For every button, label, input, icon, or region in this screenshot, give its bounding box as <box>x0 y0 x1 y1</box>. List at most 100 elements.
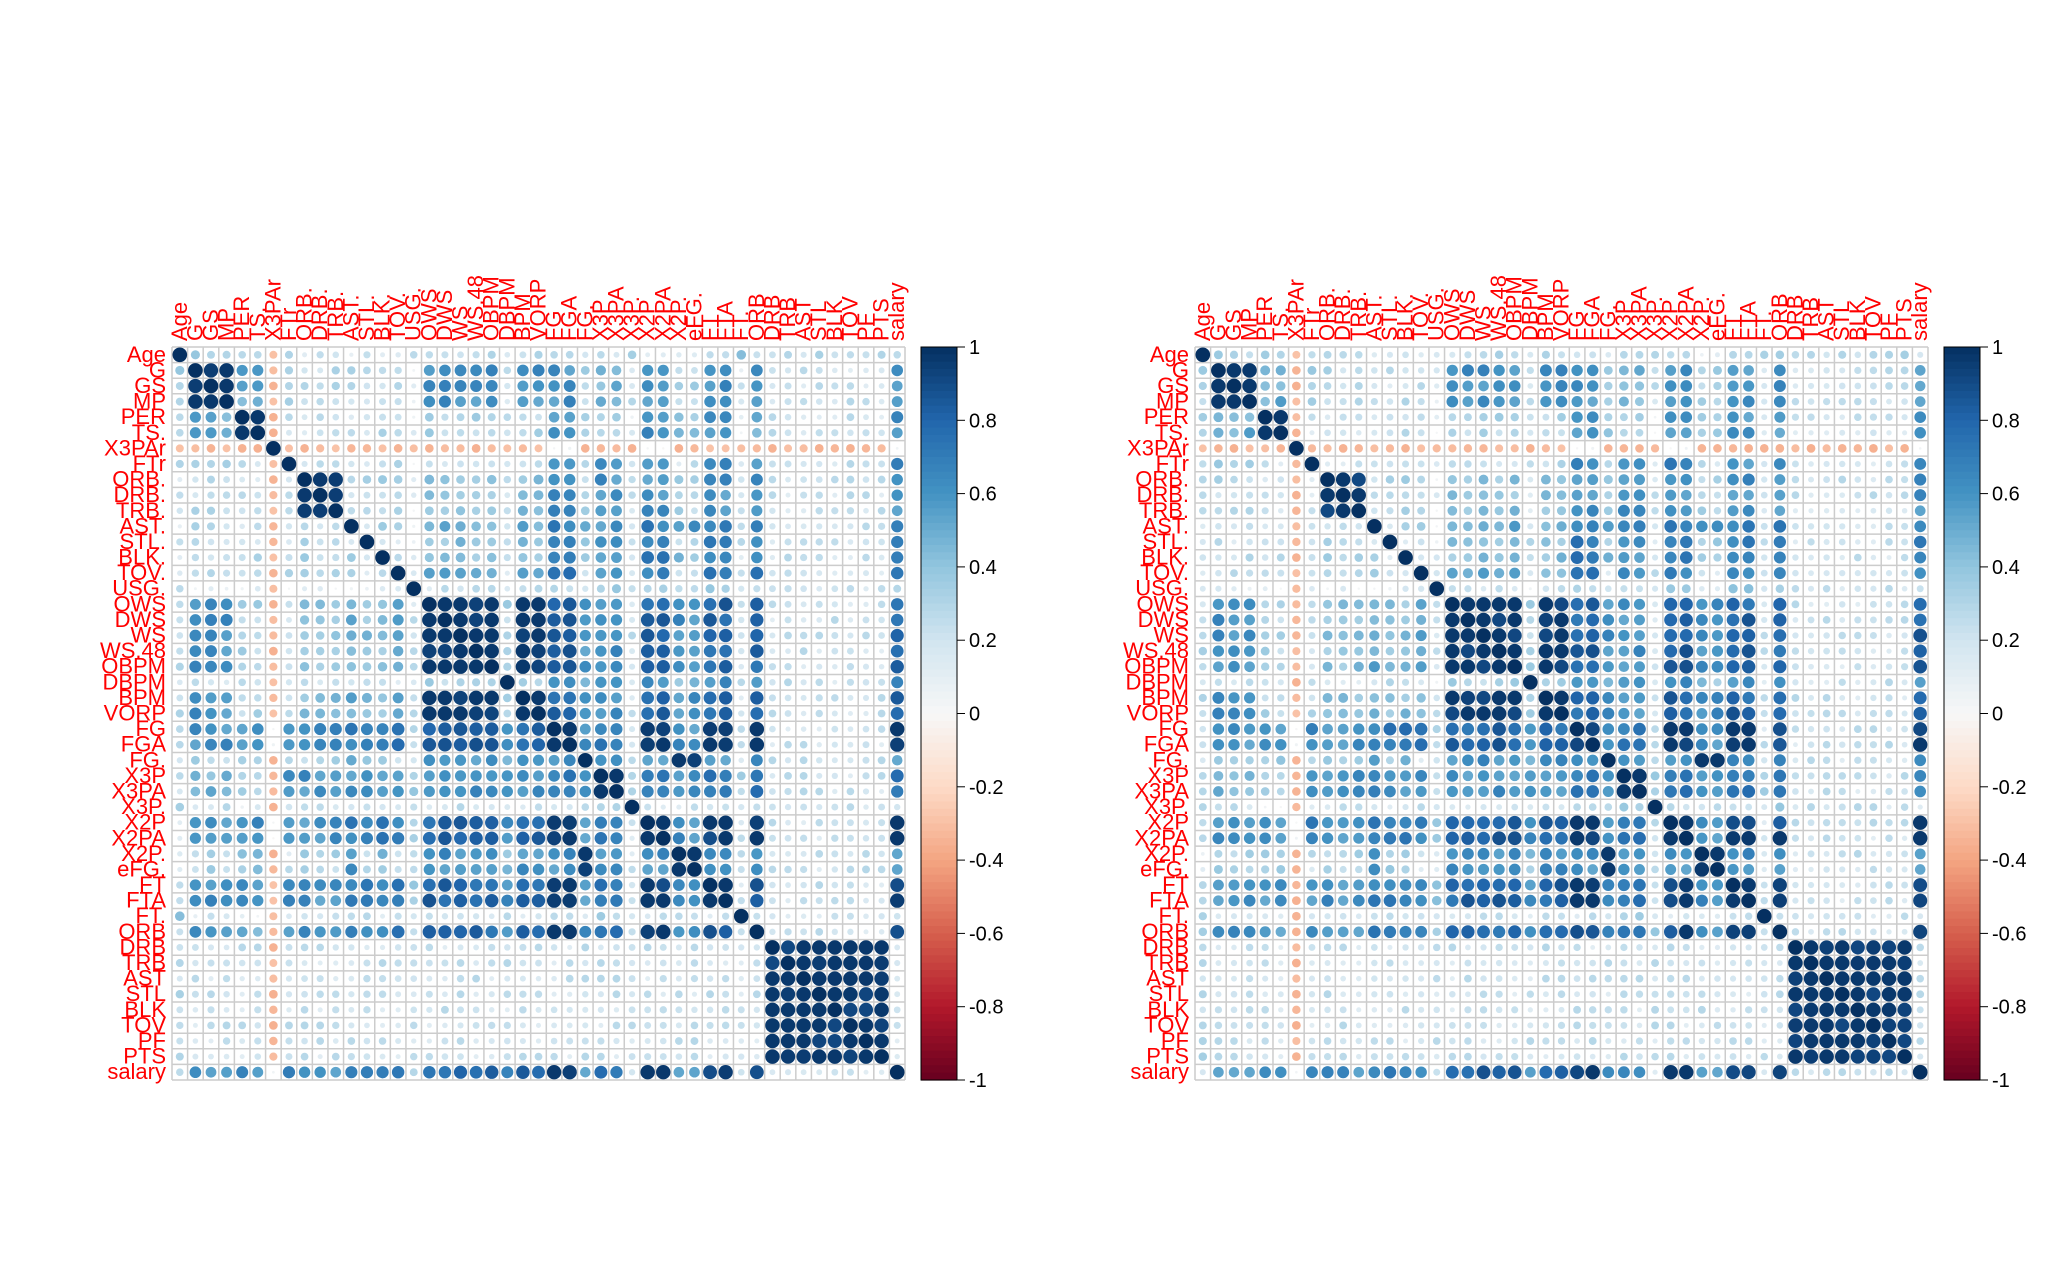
correlation-cell <box>441 584 449 593</box>
correlation-cell <box>223 959 231 967</box>
correlation-cell <box>831 881 839 889</box>
correlation-cell <box>1839 429 1846 436</box>
correlation-cell <box>269 849 278 859</box>
correlation-cell <box>565 350 574 359</box>
correlation-cell <box>1384 599 1395 610</box>
correlation-cell <box>1276 444 1286 453</box>
correlation-cell <box>175 959 184 968</box>
correlation-cell <box>1601 846 1616 862</box>
correlation-cell <box>1445 1065 1459 1079</box>
correlation-cell <box>1664 566 1677 580</box>
correlation-cell <box>612 412 621 422</box>
correlation-cell <box>1885 866 1893 873</box>
correlation-cell <box>595 754 607 766</box>
correlation-cell <box>1839 523 1846 530</box>
correlation-cell <box>422 925 437 939</box>
correlation-cell <box>1417 460 1425 468</box>
correlation-cell <box>391 722 405 736</box>
colorbar-band <box>1944 698 1980 707</box>
correlation-cell <box>800 913 807 919</box>
correlation-cell <box>501 894 514 907</box>
correlation-cell <box>1569 831 1585 846</box>
correlation-cell <box>1371 476 1378 483</box>
correlation-cell <box>176 632 184 639</box>
correlation-cell <box>473 1038 479 1044</box>
correlation-cell <box>1651 865 1659 874</box>
correlation-cell <box>676 804 682 810</box>
correlation-cell <box>1914 411 1927 424</box>
column-label: FT. <box>728 310 753 341</box>
correlation-cell <box>566 912 574 920</box>
correlation-cell <box>1354 381 1363 390</box>
correlation-cell <box>1885 382 1893 390</box>
correlation-cell <box>1262 1053 1269 1060</box>
correlation-cell <box>1324 960 1331 967</box>
correlation-cell <box>363 850 371 858</box>
correlation-cell <box>1308 1037 1316 1045</box>
correlation-cell <box>395 679 401 685</box>
correlation-cell <box>550 912 558 921</box>
correlation-cell <box>287 587 291 590</box>
correlation-cell <box>1211 394 1226 409</box>
correlation-cell <box>1620 990 1628 999</box>
correlation-cell <box>580 645 591 657</box>
correlation-cell <box>205 738 217 751</box>
correlation-cell <box>1555 395 1568 408</box>
correlation-cell <box>348 538 355 545</box>
correlation-cell <box>1835 1018 1850 1033</box>
correlation-cell <box>1901 460 1909 468</box>
correlation-cell <box>643 990 652 998</box>
colorbar-band <box>921 838 957 847</box>
correlation-cell <box>457 351 464 359</box>
correlation-cell <box>1855 508 1861 514</box>
correlation-cell <box>546 721 562 737</box>
correlation-cell <box>1633 894 1646 908</box>
correlation-cell <box>722 944 730 951</box>
correlation-cell <box>1462 754 1474 767</box>
correlation-cell <box>1604 381 1613 391</box>
correlation-cell <box>330 770 342 782</box>
correlation-cell <box>1433 1022 1440 1029</box>
correlation-cell <box>563 380 576 392</box>
correlation-cell <box>1866 1002 1881 1018</box>
correlation-cell <box>1850 1049 1865 1064</box>
correlation-cell <box>656 629 670 643</box>
correlation-cell <box>562 721 577 737</box>
correlation-cell <box>721 444 730 453</box>
correlation-cell <box>455 396 466 408</box>
correlation-cell <box>1570 924 1584 939</box>
correlation-cell <box>188 394 203 409</box>
correlation-cell <box>285 694 293 702</box>
correlation-cell <box>1307 381 1316 391</box>
correlation-cell <box>285 616 292 623</box>
correlation-cell <box>1353 723 1365 735</box>
colorbar-band <box>1944 823 1980 832</box>
correlation-cell <box>314 785 327 798</box>
correlation-cell <box>689 661 700 673</box>
correlation-cell <box>1370 491 1379 499</box>
correlation-cell <box>1322 599 1333 609</box>
colorbar-band <box>921 1050 957 1059</box>
correlation-cell <box>1245 975 1254 983</box>
correlation-cell <box>518 552 528 563</box>
correlation-cell <box>440 444 449 453</box>
correlation-cell <box>784 382 792 390</box>
correlation-cell <box>1306 925 1318 938</box>
colorbar-band <box>921 464 957 473</box>
correlation-cell <box>1618 365 1629 376</box>
correlation-cell <box>862 460 870 468</box>
correlation-cell <box>285 679 293 686</box>
correlation-cell <box>470 755 482 766</box>
correlation-cell <box>424 506 434 516</box>
correlation-cell <box>1339 1052 1347 1061</box>
correlation-cell <box>1855 788 1861 794</box>
correlation-cell <box>1355 1037 1362 1045</box>
correlation-cell <box>1870 429 1877 437</box>
correlation-cell <box>1230 1037 1238 1045</box>
correlation-cell <box>1803 1049 1819 1064</box>
correlation-cell <box>1511 1006 1519 1014</box>
column-label: BLK. <box>1393 293 1418 341</box>
correlation-cell <box>801 383 807 389</box>
correlation-cell <box>1493 754 1505 766</box>
correlation-cell <box>1446 567 1458 579</box>
